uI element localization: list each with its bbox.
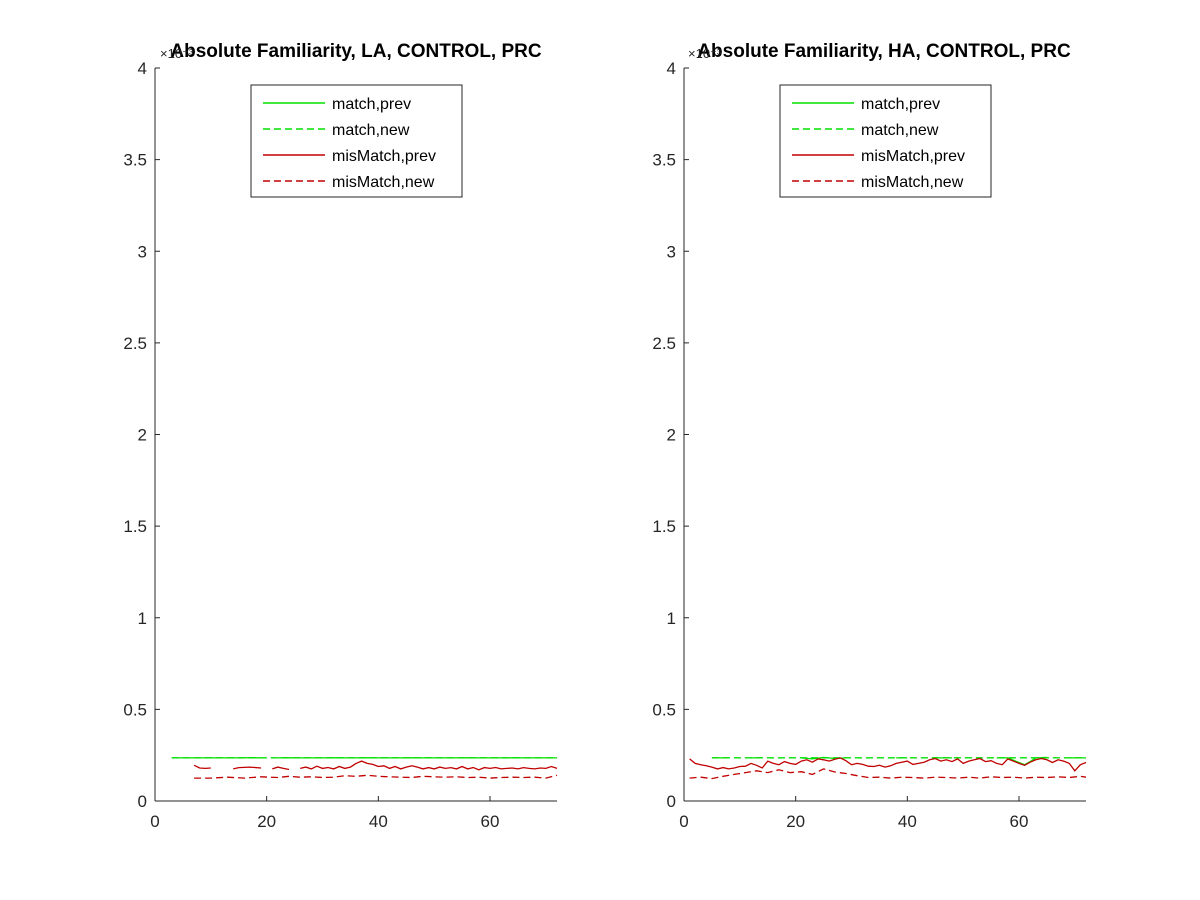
plot-area: 00.511.522.533.540 20 40 60 <box>652 59 1087 831</box>
series-line-mismatch-prev <box>193 760 558 771</box>
y-exponent-label: ×10⁻³ <box>688 46 722 61</box>
subplot-la: Absolute Familiarity, LA, CONTROL, PRC ×… <box>123 41 558 831</box>
legend-label: misMatch,new <box>861 174 964 191</box>
legend: match,prev match,new misMatch,prev misMatch… <box>779 84 992 198</box>
y-tick-label: 1.5 <box>123 517 147 536</box>
legend-label: match,prev <box>332 96 411 113</box>
series-line-mismatch-new <box>689 768 1087 780</box>
subplot-ha: Absolute Familiarity, HA, CONTROL, PRC ×… <box>652 41 1087 831</box>
series-line-mismatch-new <box>194 774 558 779</box>
y-tick-label: 2 <box>138 426 147 445</box>
y-tick-label: 2.5 <box>652 334 676 353</box>
plot-area: 00.511.522.533.540 20 40 60 <box>123 59 558 831</box>
y-tick-label: 4 <box>667 59 676 78</box>
y-tick-label: 3.5 <box>123 151 147 170</box>
y-tick-label: 1 <box>667 609 676 628</box>
x-tick-label: 0 <box>150 812 159 831</box>
x-tick-label: 60 <box>481 812 500 831</box>
y-tick-label: 1.5 <box>652 517 676 536</box>
y-tick-label: 0.5 <box>652 700 676 719</box>
y-tick-label: 3 <box>667 242 676 261</box>
legend-label: misMatch,new <box>332 174 435 191</box>
y-tick-label: 0 <box>667 792 676 811</box>
x-tick-label: 40 <box>898 812 917 831</box>
legend: match,prev match,new misMatch,prev misMatch… <box>250 84 463 198</box>
legend-label: misMatch,prev <box>861 148 965 165</box>
y-tick-label: 1 <box>138 609 147 628</box>
y-exponent-label: ×10⁻³ <box>160 46 194 61</box>
x-tick-label: 0 <box>679 812 688 831</box>
y-tick-label: 0 <box>138 792 147 811</box>
y-tick-label: 3 <box>138 242 147 261</box>
chart-title: Absolute Familiarity, LA, CONTROL, PRC <box>170 41 542 62</box>
legend-label: match,prev <box>861 96 940 113</box>
y-tick-label: 0.5 <box>123 700 147 719</box>
y-tick-label: 2 <box>667 426 676 445</box>
chart-title: Absolute Familiarity, HA, CONTROL, PRC <box>697 41 1071 62</box>
x-tick-label: 20 <box>786 812 805 831</box>
y-tick-label: 2.5 <box>123 334 147 353</box>
x-tick-label: 40 <box>369 812 388 831</box>
x-tick-label: 20 <box>257 812 276 831</box>
x-tick-label: 60 <box>1010 812 1029 831</box>
series-line-mismatch-prev <box>689 757 1087 772</box>
legend-label: match,new <box>861 122 939 139</box>
y-tick-label: 4 <box>138 59 147 78</box>
y-tick-label: 3.5 <box>652 151 676 170</box>
legend-label: match,new <box>332 122 410 139</box>
legend-label: misMatch,prev <box>332 148 436 165</box>
